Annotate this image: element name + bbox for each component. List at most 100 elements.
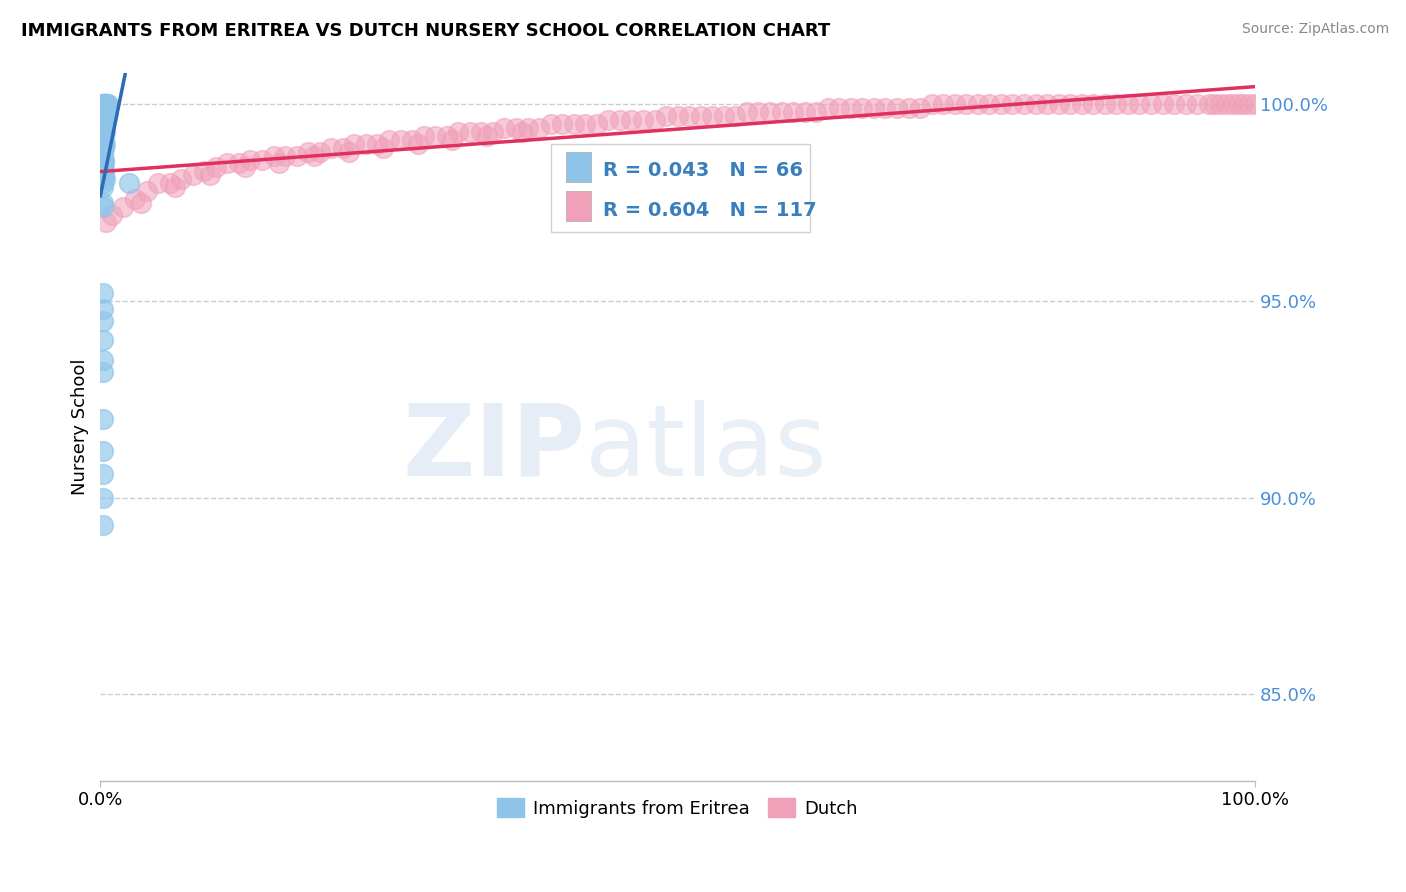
Point [804, 105, 827, 120]
Point [510, 125, 533, 139]
Point [94, 97, 117, 112]
Point [1204, 97, 1226, 112]
Point [91, 97, 114, 112]
Point [1036, 97, 1059, 112]
Point [447, 125, 470, 139]
Point [966, 97, 988, 112]
Point [1012, 97, 1035, 112]
Point [631, 113, 654, 128]
Point [851, 102, 873, 116]
Point [263, 148, 285, 162]
Point [94, 97, 117, 112]
Point [759, 105, 782, 120]
Point [839, 102, 862, 116]
Point [93, 168, 115, 182]
Point [91, 133, 114, 147]
Point [96, 97, 118, 112]
Point [91, 125, 114, 139]
Point [93, 102, 115, 116]
Point [94, 215, 117, 229]
Point [91, 286, 114, 301]
Point [1047, 97, 1070, 112]
Point [337, 145, 360, 159]
Point [875, 102, 897, 116]
Point [770, 105, 793, 120]
Point [932, 97, 955, 112]
Point [1083, 97, 1105, 112]
Point [1105, 97, 1128, 112]
Point [458, 125, 481, 139]
Point [91, 491, 114, 505]
Text: IMMIGRANTS FROM ERITREA VS DUTCH NURSERY SCHOOL CORRELATION CHART: IMMIGRANTS FROM ERITREA VS DUTCH NURSERY… [21, 22, 831, 40]
Point [93, 105, 115, 120]
Point [343, 136, 366, 151]
Point [93, 102, 115, 116]
Point [93, 141, 115, 155]
Text: ZIP: ZIP [402, 400, 585, 497]
Point [165, 180, 187, 194]
Point [1152, 97, 1174, 112]
Point [406, 136, 429, 151]
Point [239, 153, 262, 167]
Point [91, 412, 114, 426]
Point [233, 161, 256, 175]
Point [250, 153, 273, 167]
Point [94, 105, 117, 120]
Point [91, 334, 114, 348]
Point [91, 443, 114, 458]
Point [94, 125, 117, 139]
Point [990, 97, 1012, 112]
Bar [565, 152, 591, 181]
Point [425, 128, 447, 143]
Point [269, 156, 291, 170]
Point [1220, 97, 1243, 112]
Point [644, 113, 666, 128]
Point [97, 97, 120, 112]
Point [562, 117, 585, 131]
Point [285, 148, 308, 162]
Point [91, 141, 114, 155]
FancyBboxPatch shape [551, 144, 810, 232]
Point [204, 161, 226, 175]
Point [332, 141, 354, 155]
Point [955, 97, 977, 112]
Point [1237, 97, 1260, 112]
Point [436, 128, 458, 143]
Point [91, 176, 114, 190]
Point [585, 117, 607, 131]
Point [1070, 97, 1092, 112]
Point [908, 102, 931, 116]
Point [93, 164, 115, 178]
Point [886, 102, 908, 116]
Point [124, 192, 146, 206]
Point [1174, 97, 1197, 112]
Point [93, 102, 115, 116]
Point [373, 141, 395, 155]
Point [713, 109, 735, 123]
Point [1185, 97, 1208, 112]
Point [793, 105, 815, 120]
Point [747, 105, 769, 120]
Point [118, 176, 141, 190]
Point [1226, 97, 1249, 112]
Legend: Immigrants from Eritrea, Dutch: Immigrants from Eritrea, Dutch [491, 791, 865, 825]
Point [302, 148, 325, 162]
Point [574, 117, 596, 131]
Point [979, 97, 1001, 112]
Point [943, 97, 966, 112]
Point [93, 133, 115, 147]
Point [735, 105, 758, 120]
Point [93, 153, 115, 167]
Point [93, 97, 115, 112]
Point [146, 176, 169, 190]
Point [308, 145, 330, 159]
Point [620, 113, 643, 128]
Point [678, 109, 700, 123]
Point [1244, 97, 1267, 112]
Point [666, 109, 689, 123]
Point [91, 102, 114, 116]
Text: atlas: atlas [585, 400, 827, 497]
Point [470, 125, 492, 139]
Point [94, 97, 117, 112]
Point [1198, 97, 1220, 112]
